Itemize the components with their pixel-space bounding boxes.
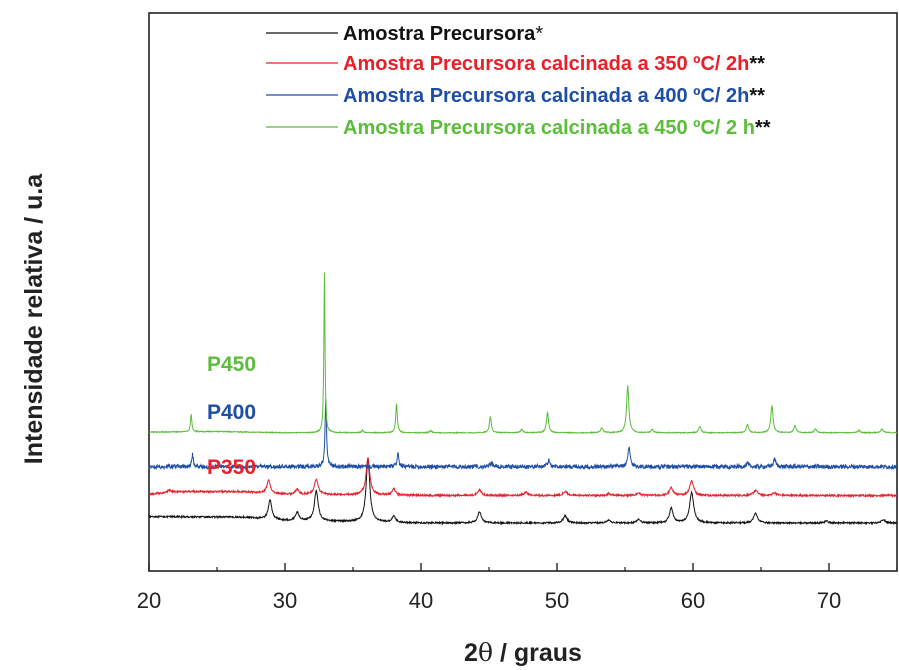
x-axis-ticks: 20 30 40 50 60 70 <box>137 563 898 613</box>
legend-label: Amostra Precursora calcinada a 450 ºC/ 2… <box>343 117 771 139</box>
legend: Amostra Precursora* Amostra Precursora c… <box>266 23 771 139</box>
x-tick-label: 50 <box>545 588 569 613</box>
series-label-p350: P350 <box>207 456 256 479</box>
x-tick-label: 30 <box>273 588 297 613</box>
series-layer <box>148 272 898 526</box>
legend-label: Amostra Precursora calcinada a 350 ºC/ 2… <box>343 53 765 75</box>
legend-entry: Amostra Precursora calcinada a 400 ºC/ 2… <box>266 85 765 107</box>
legend-entry: Amostra Precursora calcinada a 350 ºC/ 2… <box>266 53 765 75</box>
series-label-p450: P450 <box>207 353 256 376</box>
x-axis-title: 2θ / graus <box>464 638 582 667</box>
series-line-p400 <box>148 398 898 471</box>
legend-label: Amostra Precursora calcinada a 400 ºC/ 2… <box>343 85 765 107</box>
x-tick-label: 40 <box>409 588 433 613</box>
legend-label: Amostra Precursora* <box>343 23 543 45</box>
legend-entry: Amostra Precursora* <box>266 23 543 45</box>
plot-area: 20 30 40 50 60 70 <box>137 12 898 613</box>
series-line-p450 <box>148 272 898 435</box>
x-tick-label: 60 <box>681 588 705 613</box>
plot-frame <box>148 12 898 572</box>
x-tick-label: 70 <box>817 588 841 613</box>
y-axis-title: Intensidade relativa / u.a <box>20 173 48 464</box>
legend-entry: Amostra Precursora calcinada a 450 ºC/ 2… <box>266 117 771 139</box>
x-tick-label: 20 <box>137 588 161 613</box>
series-label-p400: P400 <box>207 401 256 424</box>
series-line-precursora <box>148 458 898 526</box>
series-line-p350 <box>148 457 898 499</box>
